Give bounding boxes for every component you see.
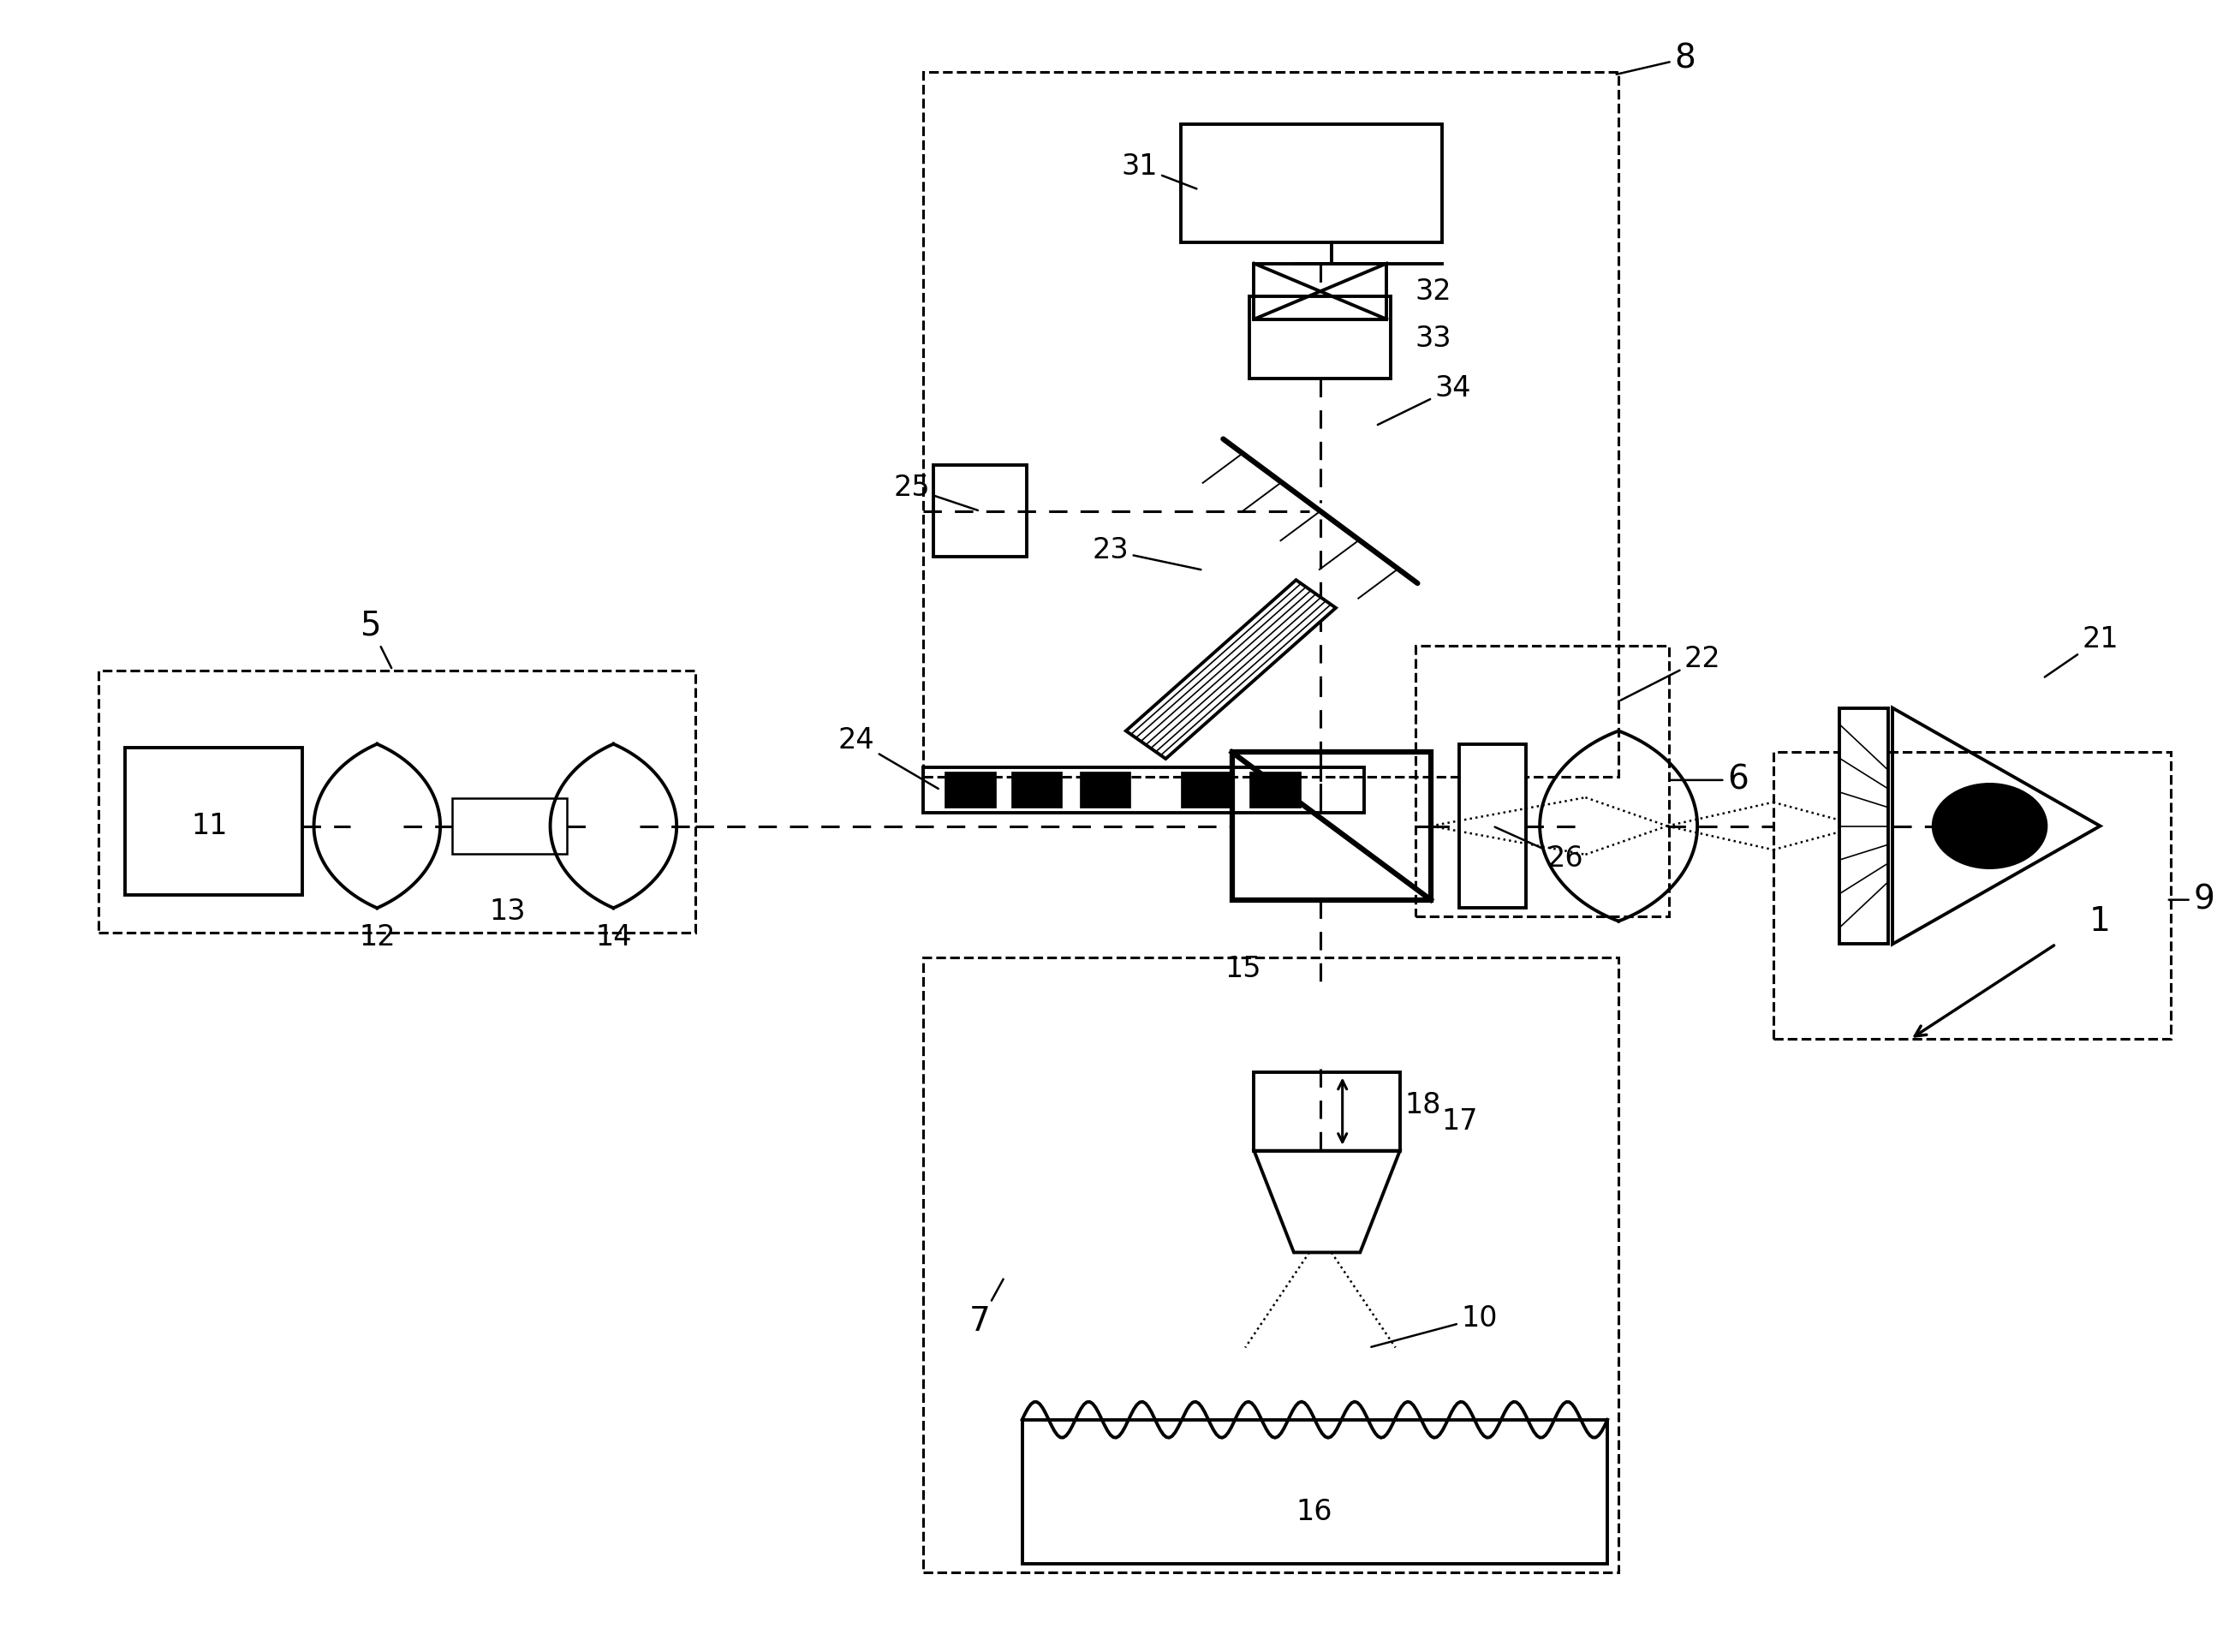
Text: 23: 23 [1091, 537, 1200, 570]
Bar [1023, 1419, 1607, 1564]
Text: 14: 14 [596, 923, 631, 952]
Text: 31: 31 [1120, 152, 1196, 188]
Bar [1249, 296, 1392, 378]
Bar [124, 747, 302, 895]
Text: 17: 17 [1443, 1107, 1478, 1135]
Text: 26: 26 [1494, 828, 1583, 872]
Text: 16: 16 [1296, 1497, 1332, 1526]
Bar [1416, 646, 1669, 917]
Text: 15: 15 [1225, 955, 1260, 983]
Text: 11: 11 [191, 811, 227, 841]
Bar [451, 798, 567, 854]
Bar [1254, 263, 1387, 319]
Bar [1232, 752, 1432, 900]
Text: 8: 8 [1616, 43, 1696, 74]
Text: 24: 24 [838, 727, 938, 788]
Bar [1254, 1072, 1400, 1151]
Bar [98, 671, 696, 933]
Text: 7: 7 [969, 1279, 1003, 1338]
Text: 25: 25 [894, 474, 978, 510]
Text: 21: 21 [2045, 624, 2119, 677]
Text: 9: 9 [2170, 884, 2214, 917]
Bar [1080, 771, 1129, 808]
Bar [1461, 743, 1525, 909]
Text: 6: 6 [1669, 763, 1750, 796]
Circle shape [1932, 783, 2047, 869]
Text: 12: 12 [358, 923, 396, 952]
Text: 34: 34 [1378, 373, 1472, 425]
Text: 1: 1 [2090, 905, 2112, 937]
Bar [1774, 752, 2172, 1039]
Text: 18: 18 [1405, 1090, 1441, 1118]
Text: 10: 10 [1372, 1303, 1498, 1346]
Bar [923, 957, 1618, 1573]
Text: 32: 32 [1416, 278, 1452, 306]
Text: 22: 22 [1621, 644, 1721, 700]
Text: 33: 33 [1416, 325, 1452, 354]
Bar [1180, 771, 1232, 808]
Bar [1838, 709, 1887, 943]
Text: 13: 13 [489, 897, 525, 925]
Bar [1249, 771, 1300, 808]
Bar [923, 767, 1365, 813]
Bar [923, 71, 1618, 776]
Bar [1011, 771, 1063, 808]
Bar [1180, 124, 1443, 243]
Text: 5: 5 [360, 610, 391, 667]
Polygon shape [1125, 580, 1336, 758]
Bar [934, 466, 1027, 557]
Bar [945, 771, 996, 808]
